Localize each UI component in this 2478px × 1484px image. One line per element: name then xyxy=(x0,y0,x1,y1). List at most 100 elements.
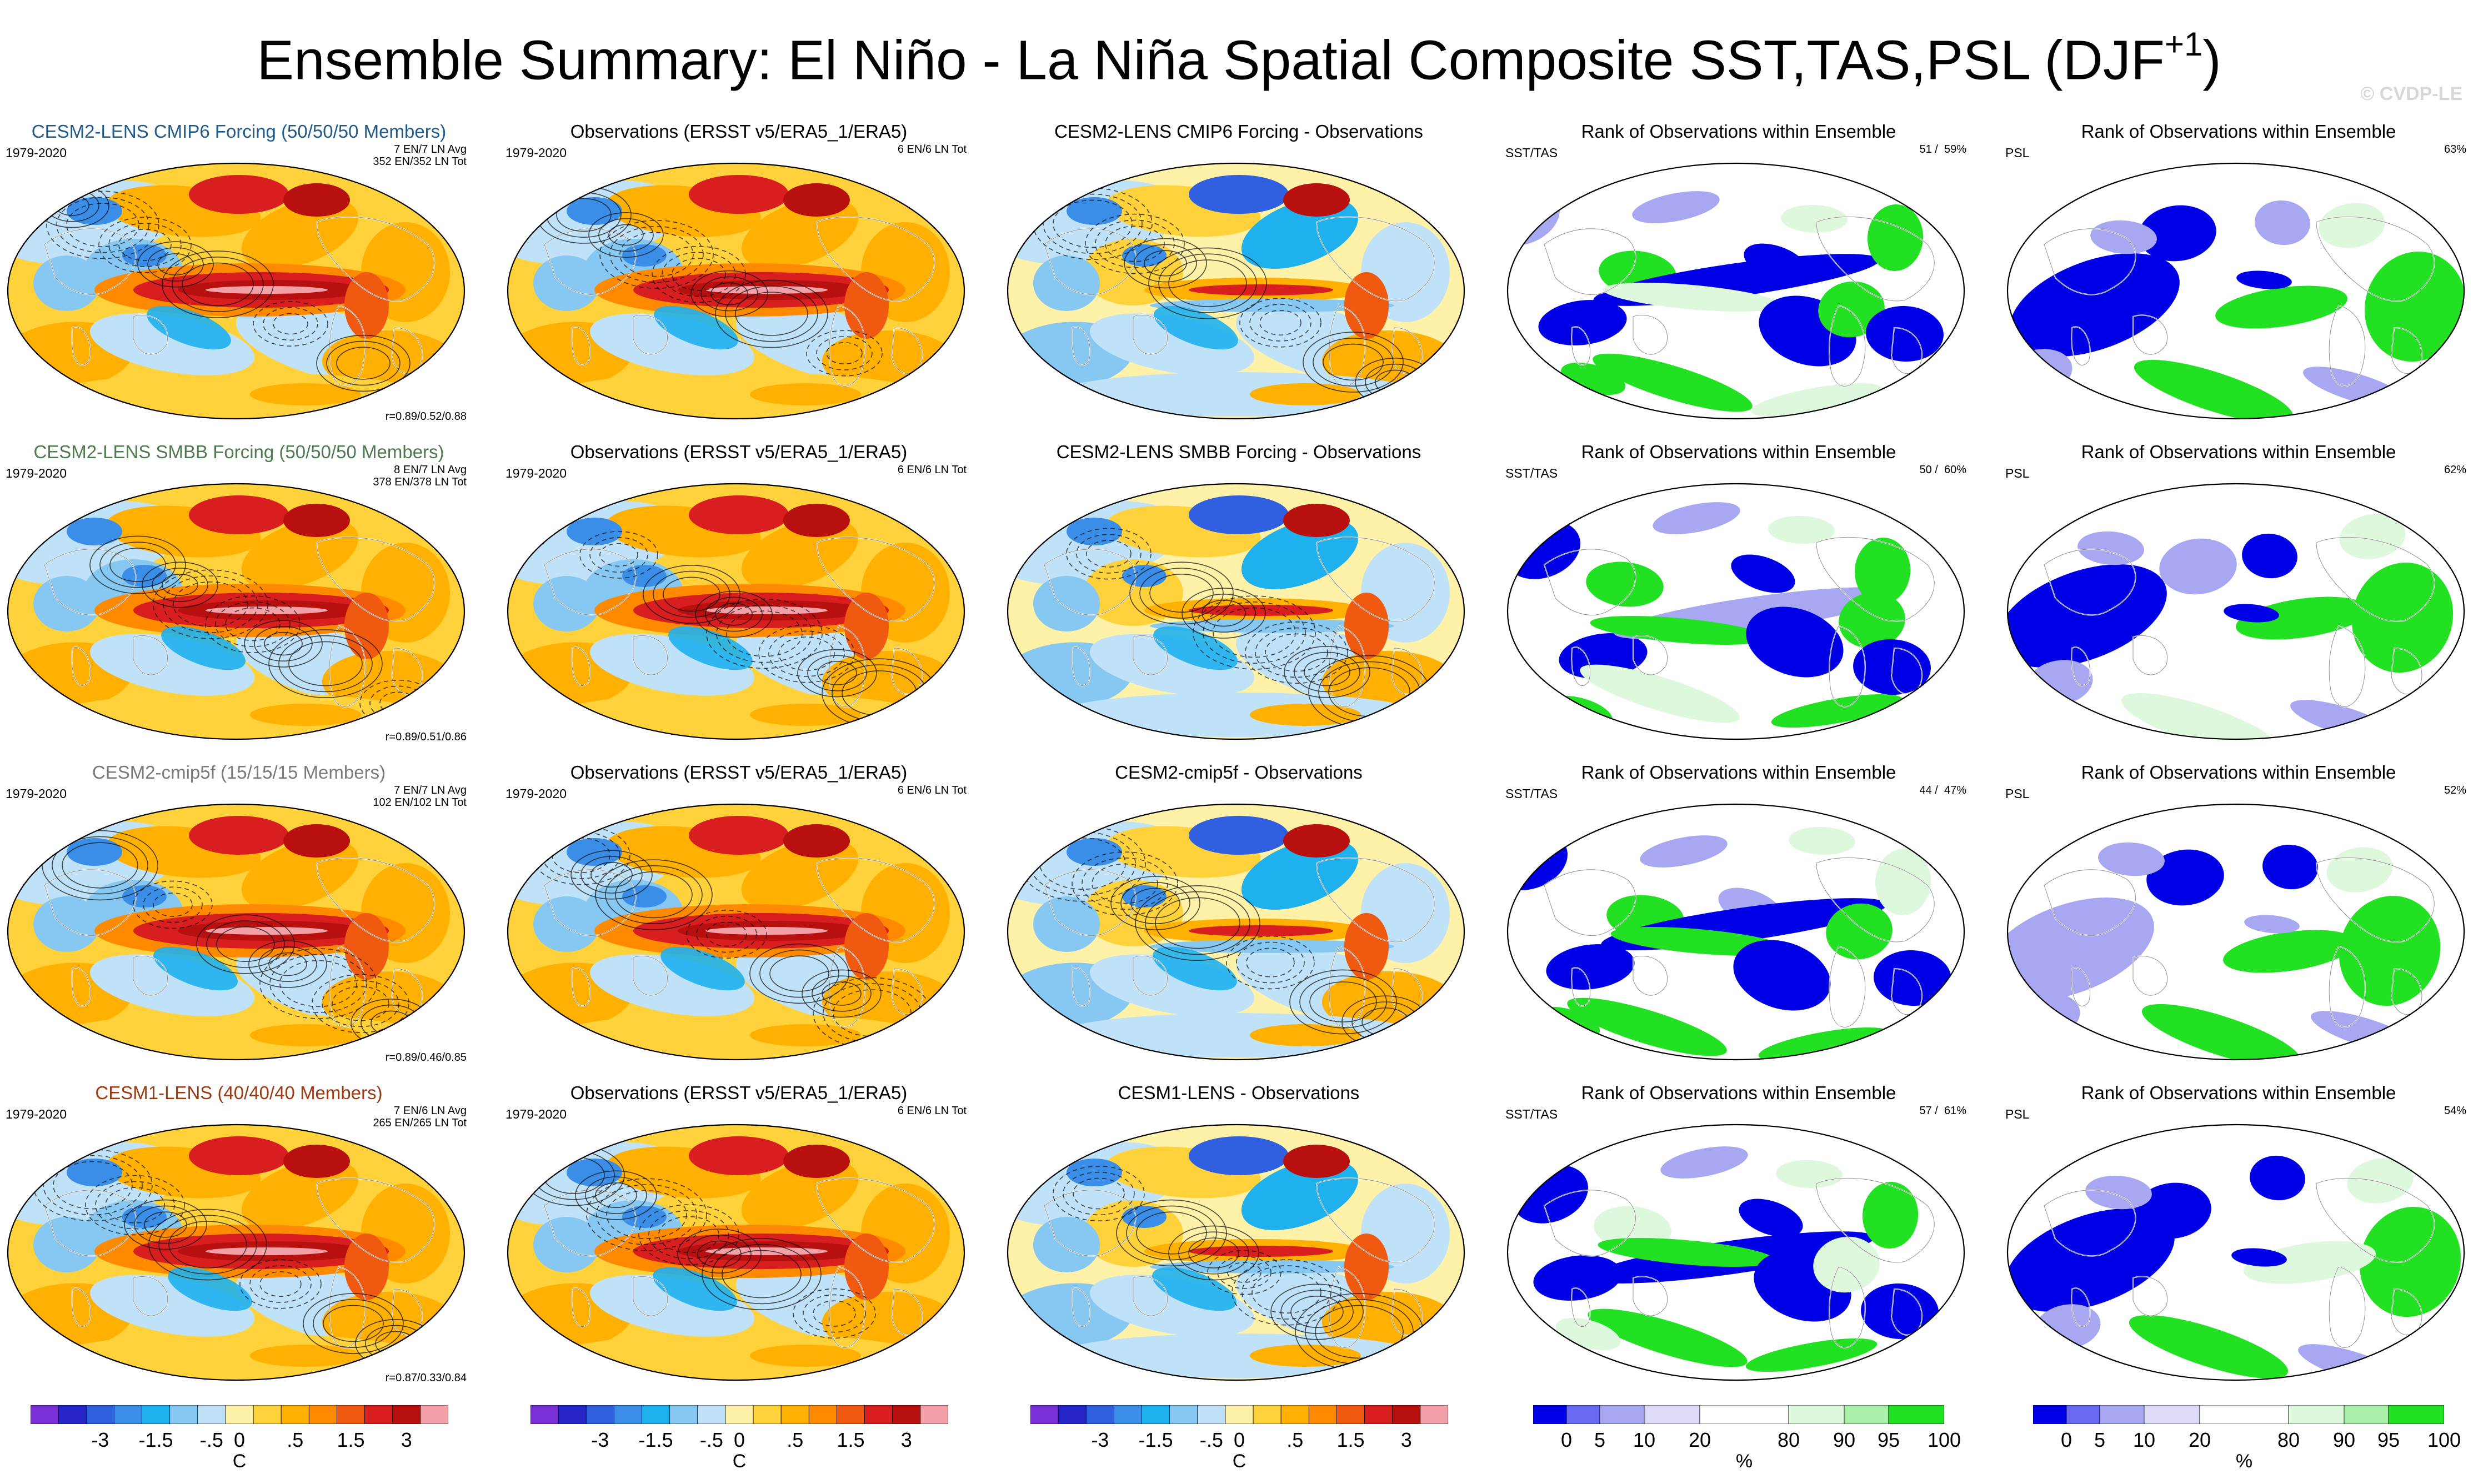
panel-left-label: 1979-2020 xyxy=(505,146,567,160)
colorbar-swatch xyxy=(281,1405,309,1424)
global-map xyxy=(1506,1124,1965,1381)
colorbar-swatch xyxy=(1142,1405,1170,1424)
colorbar-swatch xyxy=(1336,1405,1365,1424)
colorbar-unit: % xyxy=(2235,1451,2253,1472)
map-panel-diff-row2: CESM2-LENS SMBB Forcing - Observations xyxy=(1005,442,1472,741)
colorbar-swatch xyxy=(142,1405,171,1424)
map-panel-rank-sst-row1: Rank of Observations within Ensemble SST/… xyxy=(1505,121,1972,421)
map-panel-diff-row4: CESM1-LENS - Observations xyxy=(1005,1082,1472,1382)
global-map xyxy=(1506,803,1965,1061)
colorbar-tick-label: 20 xyxy=(2188,1428,2211,1451)
global-map xyxy=(7,1124,465,1381)
global-map xyxy=(507,483,965,740)
colorbar-tick-label: 10 xyxy=(1633,1428,1656,1451)
panel-title: Rank of Observations within Ensemble xyxy=(2081,762,2396,783)
colorbar-tick-label: 0 xyxy=(2060,1428,2072,1451)
colorbar-ticks: -3 -1.5 -.5 0 .5 1.5 3 xyxy=(530,1428,948,1451)
colorbar-swatch xyxy=(753,1405,782,1424)
panel-title: Rank of Observations within Ensemble xyxy=(2081,1082,2396,1103)
colorbar-tick-label: -3 xyxy=(1091,1428,1109,1451)
colorbar-swatch xyxy=(1888,1405,1944,1424)
panel-left-label: SST/TAS xyxy=(1505,1107,1558,1121)
colorbar-tick-label: 0 xyxy=(233,1428,246,1451)
panel-title: Observations (ERSST v5/ERA5_1/ERA5) xyxy=(570,121,908,142)
pattern-correlation-label: r=0.89/0.46/0.85 xyxy=(385,1051,467,1064)
colorbar-tick-label: .5 xyxy=(787,1428,804,1451)
global-map xyxy=(2006,483,2465,740)
colorbar-swatch xyxy=(197,1405,226,1424)
pattern-correlation-label: r=0.89/0.51/0.86 xyxy=(385,731,467,743)
panel-title: Rank of Observations within Ensemble xyxy=(1581,1082,1896,1103)
colorbar-swatch xyxy=(1225,1405,1254,1424)
temperature-colorbar: -3 -1.5 -.5 0 .5 1.5 3 C xyxy=(1030,1405,1448,1477)
global-map xyxy=(507,803,965,1061)
map-panel-rank-psl-row4: Rank of Observations within Ensemble PSL 5… xyxy=(2005,1082,2472,1382)
colorbar-tick-label: -1.5 xyxy=(638,1428,673,1451)
panel-left-label: PSL xyxy=(2005,146,2030,160)
panel-left-label: PSL xyxy=(2005,786,2030,801)
panel-right-label: 7 EN/7 LN Avg 102 EN/102 LN Tot xyxy=(373,784,467,809)
colorbar-swatch xyxy=(1058,1405,1087,1424)
global-map xyxy=(2006,1124,2465,1381)
global-map xyxy=(507,1124,965,1381)
global-map xyxy=(1506,162,1965,420)
colorbar-swatch xyxy=(31,1405,59,1424)
colorbar-tick-label: 0 xyxy=(1560,1428,1573,1451)
colorbar-swatch xyxy=(2144,1405,2200,1424)
rank-colorbar: 0 5 10 20 80 90 95 100% xyxy=(2033,1405,2461,1477)
panel-right-label: 57 / 61% xyxy=(1919,1105,1966,1117)
pattern-correlation-label: r=0.87/0.33/0.84 xyxy=(385,1372,467,1384)
panel-title: CESM2-LENS CMIP6 Forcing (50/50/50 Membe… xyxy=(31,121,447,142)
map-panel-model-row4: CESM1-LENS (40/40/40 Members) 1979-2020 7 … xyxy=(6,1082,472,1384)
global-map xyxy=(7,162,465,420)
map-panel-rank-sst-row2: Rank of Observations within Ensemble SST/… xyxy=(1505,442,1972,741)
colorbar-tick-label: 1.5 xyxy=(337,1428,365,1451)
colorbar-swatch xyxy=(1644,1405,1700,1424)
colorbar-swatch xyxy=(1085,1405,1114,1424)
colorbar-tick-label: 3 xyxy=(900,1428,912,1451)
colorbar-swatch xyxy=(669,1405,698,1424)
colorbar-tick-label: 0 xyxy=(733,1428,745,1451)
panel-left-label: 1979-2020 xyxy=(505,466,567,480)
colorbar-swatch xyxy=(2344,1405,2389,1424)
colorbar-swatch xyxy=(308,1405,337,1424)
colorbar-tick-label: -.5 xyxy=(199,1428,223,1451)
colorbar-tick-label: -3 xyxy=(91,1428,109,1451)
colorbar-tick-label: 90 xyxy=(2332,1428,2356,1451)
colorbar-tick-label: 100 xyxy=(1927,1428,1961,1451)
colorbar-swatch xyxy=(1599,1405,1645,1424)
colorbar-swatch xyxy=(2388,1405,2444,1424)
colorbar-swatch xyxy=(420,1405,448,1424)
colorbar-swatch xyxy=(1253,1405,1281,1424)
panel-right-label: 6 EN/6 LN Tot xyxy=(897,143,967,156)
colorbar-swatch xyxy=(1197,1405,1226,1424)
colorbar-swatch xyxy=(558,1405,587,1424)
colorbar-tick-label: 1.5 xyxy=(1336,1428,1365,1451)
panel-title: CESM1-LENS - Observations xyxy=(1118,1082,1360,1103)
colorbar-tick-label: 3 xyxy=(401,1428,412,1451)
colorbar-swatch xyxy=(1420,1405,1448,1424)
global-map xyxy=(7,803,465,1061)
colorbar-tick-label: -.5 xyxy=(699,1428,723,1451)
panel-left-label: SST/TAS xyxy=(1505,466,1558,480)
panel-title: Observations (ERSST v5/ERA5_1/ERA5) xyxy=(570,442,908,462)
global-map xyxy=(1007,162,1465,420)
colorbar-swatch xyxy=(1030,1405,1059,1424)
panel-title: CESM2-cmip5f (15/15/15 Members) xyxy=(92,762,386,783)
colorbar-swatch xyxy=(613,1405,642,1424)
global-map xyxy=(2006,162,2465,420)
colorbar-swatch xyxy=(253,1405,282,1424)
colorbar-swatch xyxy=(225,1405,254,1424)
colorbar-tick-label: 0 xyxy=(1233,1428,1245,1451)
global-map xyxy=(1506,483,1965,740)
colorbar-swatch xyxy=(1113,1405,1142,1424)
colorbar-swatch xyxy=(585,1405,614,1424)
colorbar-swatch xyxy=(780,1405,809,1424)
colorbar-swatch xyxy=(58,1405,87,1424)
colorbar-swatch xyxy=(1364,1405,1393,1424)
watermark-text: © CVDP-LE xyxy=(2360,83,2462,104)
panel-left-label: 1979-2020 xyxy=(6,786,67,801)
panel-title: Rank of Observations within Ensemble xyxy=(1581,121,1896,142)
map-panel-rank-psl-row1: Rank of Observations within Ensemble PSL 6… xyxy=(2005,121,2472,421)
colorbar-swatch xyxy=(2099,1405,2145,1424)
